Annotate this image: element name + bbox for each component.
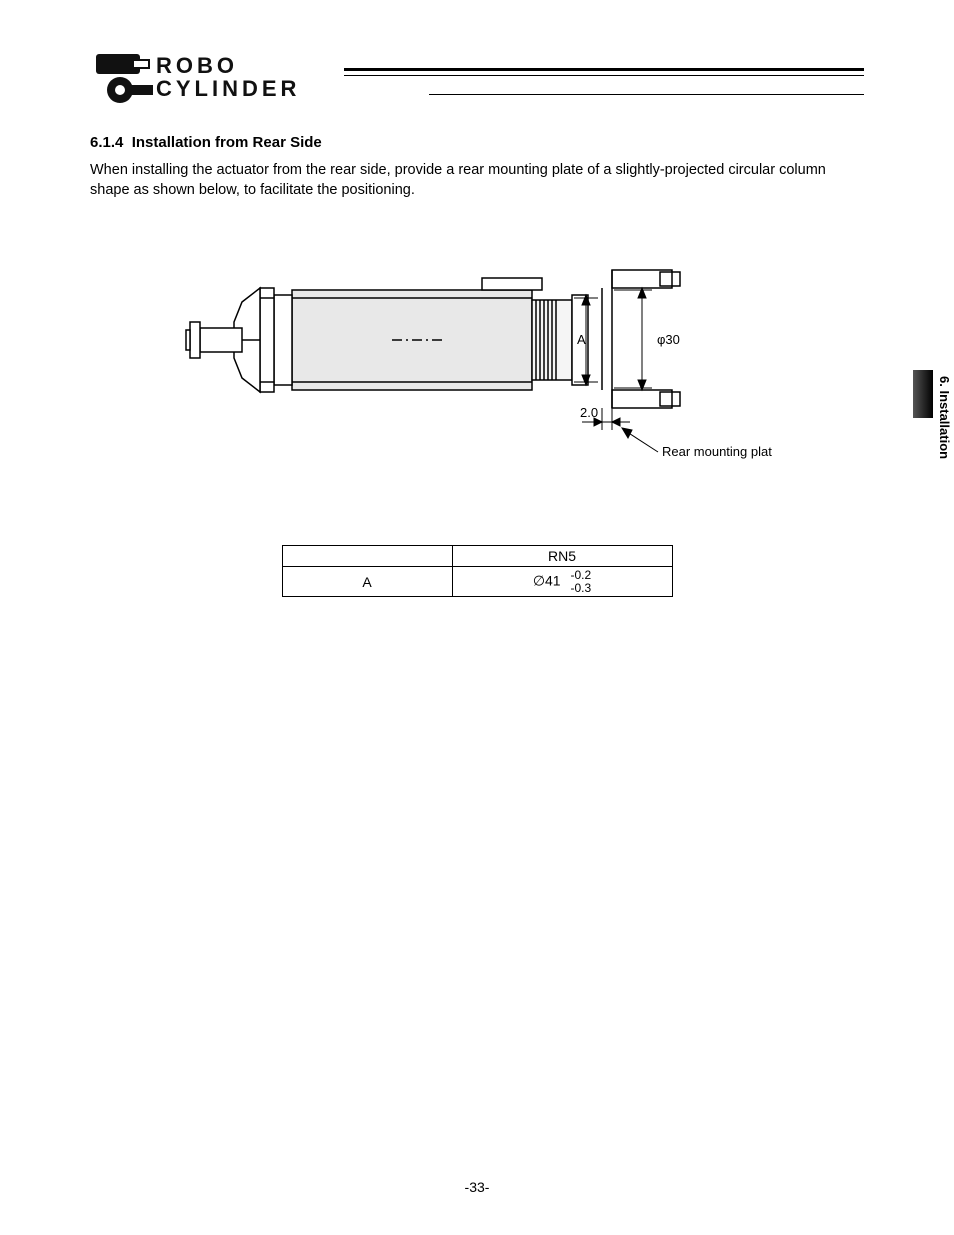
table-value-prefix: ∅41: [533, 572, 561, 588]
section-number: 6.1.4: [90, 134, 123, 151]
side-tab-label: 6. Installation: [933, 370, 954, 459]
tolerance-table: RN5 A ∅41 -0.2 -0.3: [282, 545, 673, 597]
chapter-side-tab: 6. Installation: [913, 370, 954, 459]
section-body: When installing the actuator from the re…: [90, 161, 864, 200]
table-header: RN5: [452, 546, 672, 567]
tolerance-upper: -0.2: [570, 569, 591, 582]
phi30-label: φ30: [657, 332, 680, 347]
table-row-label: A: [282, 567, 452, 597]
brand-logo: ROBO CYLINDER: [90, 50, 300, 104]
section-title: Installation from Rear Side: [132, 134, 322, 151]
section-heading: 6.1.4 Installation from Rear Side: [90, 134, 864, 151]
logo-text-line2: CYLINDER: [156, 77, 300, 100]
table-value-cell: ∅41 -0.2 -0.3: [452, 567, 672, 597]
robo-cylinder-icon: [90, 50, 154, 104]
dim-a-label: A: [577, 332, 586, 347]
depth-label: 2.0: [580, 405, 598, 420]
header-rule-double: [344, 68, 864, 76]
installation-figure: A φ30 2.0: [182, 240, 772, 475]
actuator-diagram: A φ30 2.0: [182, 240, 772, 470]
rear-plate-callout: Rear mounting plate: [662, 444, 772, 459]
page-header: ROBO CYLINDER: [90, 50, 864, 110]
table-corner-blank: [282, 546, 452, 567]
logo-text-line1: ROBO: [156, 54, 300, 77]
side-tab-gradient: [913, 370, 933, 418]
page-number: -33-: [0, 1179, 954, 1195]
header-rule-single: [429, 94, 864, 95]
tolerance-lower: -0.3: [570, 582, 591, 595]
